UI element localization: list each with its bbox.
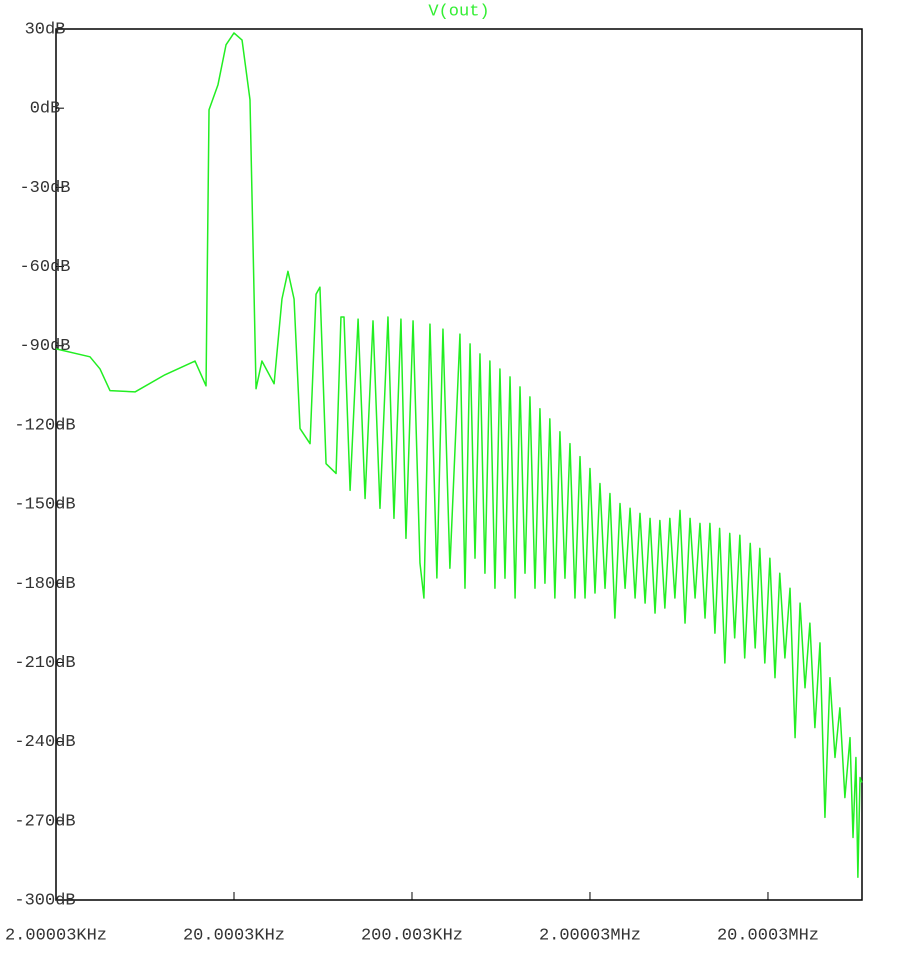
y-tick-label: 30dB: [25, 20, 66, 39]
chart-title: V(out): [428, 2, 489, 21]
y-tick-label: -90dB: [19, 337, 70, 356]
y-tick-label: -270dB: [14, 812, 75, 831]
x-tick-label: 200.003KHz: [361, 926, 463, 945]
y-tick-label: -120dB: [14, 416, 75, 435]
y-tick-label: -240dB: [14, 733, 75, 752]
x-tick-label: 20.0003MHz: [717, 926, 819, 945]
x-tick-label: 2.00003KHz: [5, 926, 107, 945]
y-tick-label: -60dB: [19, 258, 70, 277]
y-tick-label: 0dB: [30, 100, 61, 119]
x-tick-label: 2.00003MHz: [539, 926, 641, 945]
y-tick-label: -300dB: [14, 891, 75, 910]
y-tick-label: -30dB: [19, 179, 70, 198]
series-line: [55, 32, 863, 879]
plot-frame: [55, 28, 863, 901]
y-tick-label: -210dB: [14, 654, 75, 673]
y-tick-label: -180dB: [14, 575, 75, 594]
y-tick-label: -150dB: [14, 496, 75, 515]
x-tick-label: 20.0003KHz: [183, 926, 285, 945]
